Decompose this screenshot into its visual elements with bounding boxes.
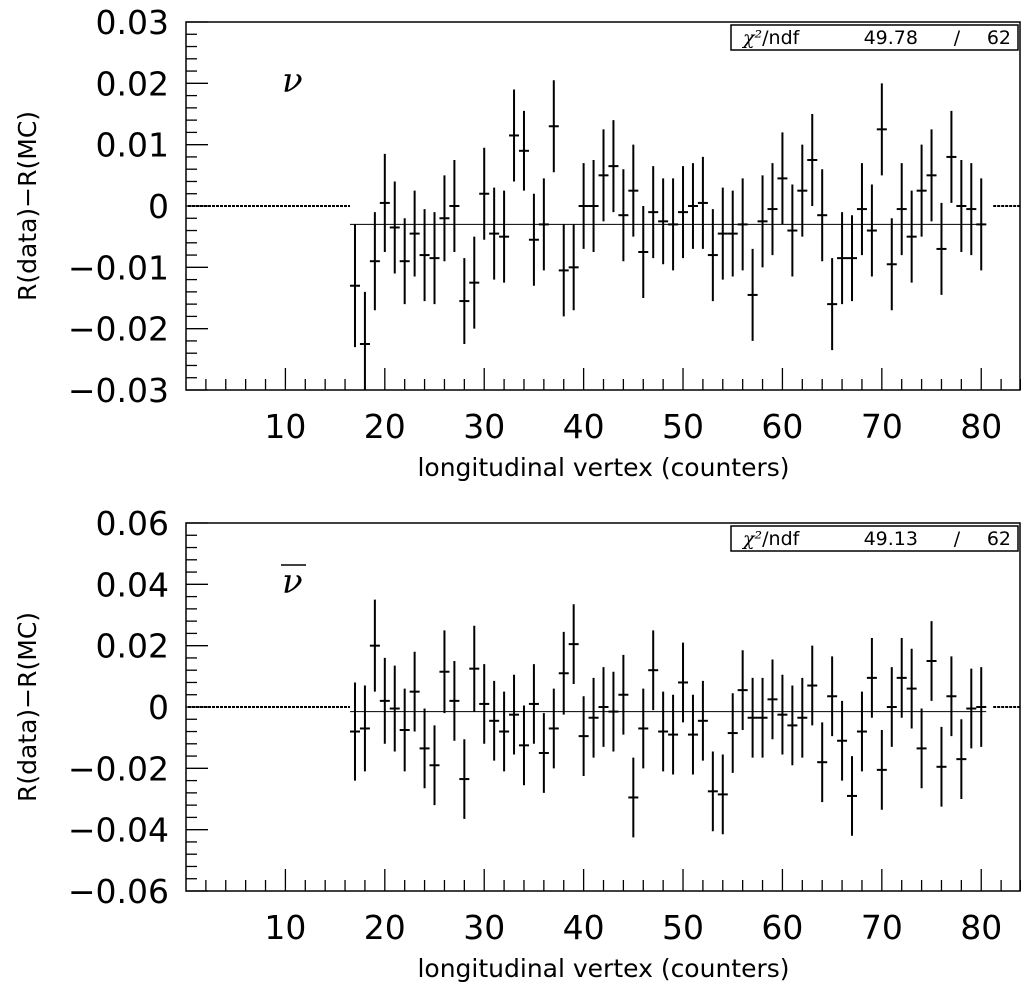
stats-box xyxy=(730,24,1019,51)
stats-chi2-value: 49.13 xyxy=(864,528,918,550)
y-tick-label: −0.04 xyxy=(68,811,169,850)
panel-antineutrino: −0.06 −0.04 −0.02 0 0.02 0.04 0.06 10 20 30 40 50 60… xyxy=(13,504,1021,983)
x-tick-label: 80 xyxy=(960,908,1002,947)
y-tick-label: 0 xyxy=(148,688,169,727)
y-tick-label: −0.02 xyxy=(68,749,169,788)
x-tick-label: 20 xyxy=(364,908,406,947)
y-tick-label: −0.03 xyxy=(68,371,169,410)
stats-ndf-value: 62 xyxy=(987,27,1011,49)
stats-box xyxy=(730,525,1019,552)
x-tick-label: 70 xyxy=(861,908,903,947)
y-tick-label: 0.06 xyxy=(96,504,169,543)
y-tick-label: −0.06 xyxy=(68,872,169,911)
stats-label: χ²/ndf xyxy=(741,27,801,49)
y-tick-label: 0.02 xyxy=(96,627,169,666)
x-tick-label: 20 xyxy=(364,407,406,446)
x-tick-label: 30 xyxy=(463,908,505,947)
x-axis-title: longitudinal vertex (counters) xyxy=(417,954,789,983)
antineutrino-symbol: ν xyxy=(282,562,303,602)
x-tick-label: 40 xyxy=(563,908,605,947)
stats-label-rest: /ndf xyxy=(762,528,801,550)
y-tick-label: 0.04 xyxy=(96,565,169,604)
y-tick-label: −0.02 xyxy=(68,310,169,349)
x-tick-label: 80 xyxy=(960,407,1002,446)
y-tick-label: 0.03 xyxy=(96,3,169,42)
stats-slash: / xyxy=(954,528,961,550)
x-axis-title: longitudinal vertex (counters) xyxy=(417,453,789,482)
y-axis-title: R(data)−R(MC) xyxy=(13,612,42,802)
stats-label: χ²/ndf xyxy=(741,528,801,550)
x-tick-label: 30 xyxy=(463,407,505,446)
x-tick-label: 60 xyxy=(761,407,803,446)
y-tick-label: 0.01 xyxy=(96,126,169,165)
x-tick-label: 40 xyxy=(563,407,605,446)
x-tick-label: 60 xyxy=(761,908,803,947)
stats-label-rest: /ndf xyxy=(762,27,801,49)
y-tick-label: −0.01 xyxy=(68,248,169,287)
x-tick-label: 10 xyxy=(264,407,306,446)
neutrino-symbol: ν xyxy=(282,61,303,101)
x-tick-label: 70 xyxy=(861,407,903,446)
stats-slash: / xyxy=(954,27,961,49)
y-axis-title: R(data)−R(MC) xyxy=(13,111,42,301)
stats-chi-symbol: χ² xyxy=(741,528,762,550)
y-tick-label: 0.02 xyxy=(96,64,169,103)
x-tick-label: 50 xyxy=(662,908,704,947)
stats-ndf-value: 62 xyxy=(987,528,1011,550)
x-tick-label: 10 xyxy=(264,908,306,947)
panel-neutrino: −0.03 −0.02 −0.01 0 0.01 0.02 0.03 10 20 30 40 50 60… xyxy=(13,3,1021,482)
y-tick-label: 0 xyxy=(148,187,169,226)
stats-chi2-value: 49.78 xyxy=(864,27,918,49)
x-tick-label: 50 xyxy=(662,407,704,446)
stats-chi-symbol: χ² xyxy=(741,27,762,49)
